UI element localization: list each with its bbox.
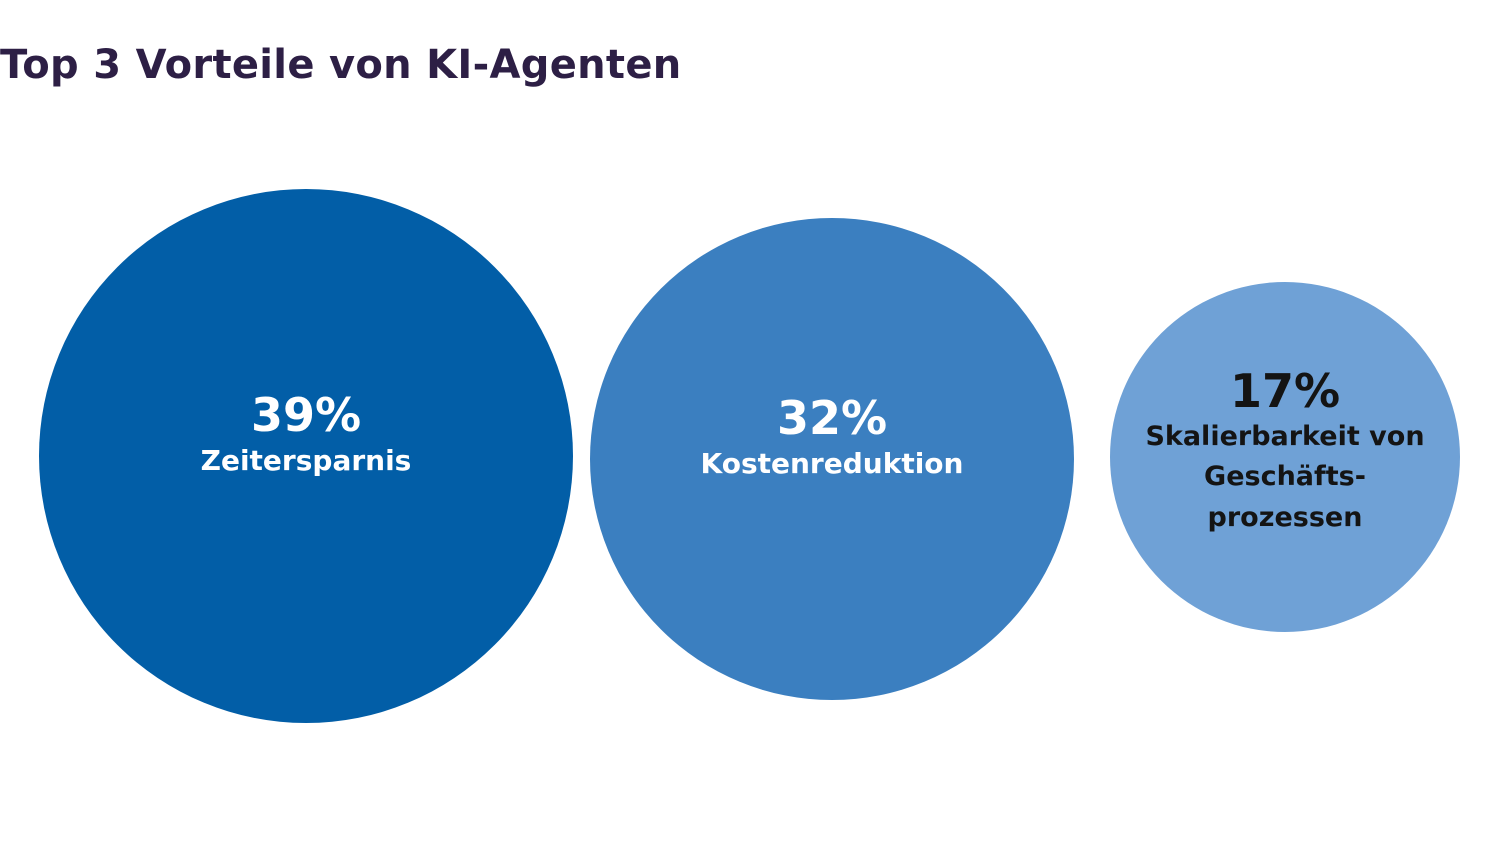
bubble-label-line: Geschäfts-: [1204, 461, 1366, 493]
bubble-kostenreduktion: 32% Kostenreduktion: [590, 218, 1074, 700]
bubble-value: 39%: [250, 388, 362, 443]
bubble-label: Kostenreduktion: [700, 447, 964, 480]
bubble-label-line: prozessen: [1207, 501, 1363, 533]
bubble-skalierbarkeit: 17% Skalierbarkeit von Geschäfts- prozes…: [1110, 282, 1460, 632]
bubble-value: 17%: [1229, 363, 1341, 418]
bubble-zeitersparnis: 39% Zeitersparnis: [39, 189, 573, 723]
bubble-value: 32%: [776, 391, 888, 446]
bubble-label-line: Skalierbarkeit von: [1145, 420, 1425, 452]
bubble-label: Zeitersparnis: [200, 444, 412, 477]
chart-title: Top 3 Vorteile von KI-Agenten: [0, 42, 682, 88]
